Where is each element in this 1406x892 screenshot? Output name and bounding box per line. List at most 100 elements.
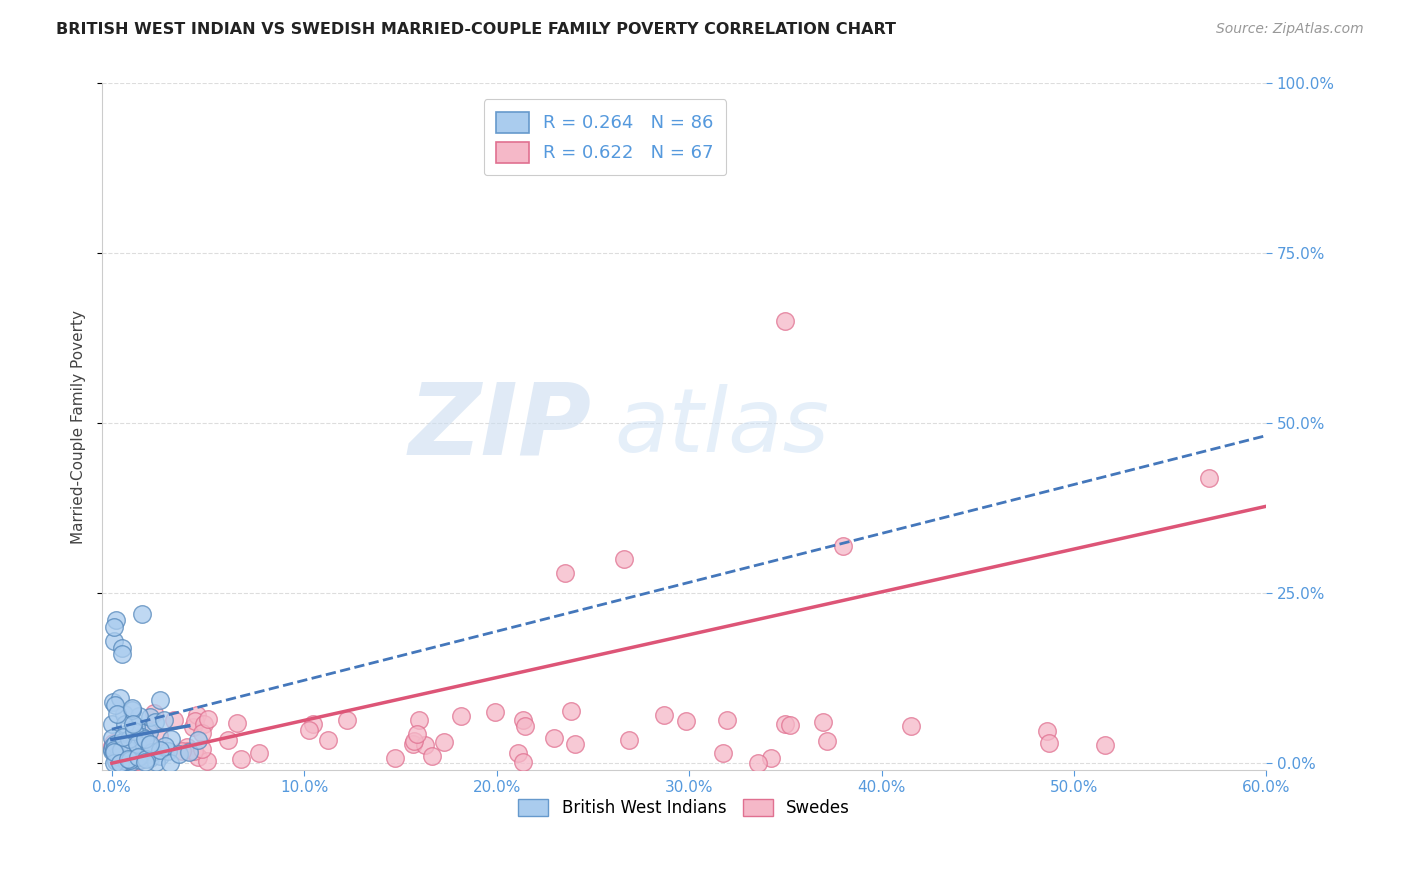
Point	[115, 749, 138, 764]
Point	[108, 736, 131, 750]
Point	[779, 718, 801, 732]
Point	[484, 706, 506, 720]
Point	[110, 640, 132, 655]
Point	[117, 726, 139, 740]
Point	[554, 566, 576, 580]
Point	[225, 715, 247, 730]
Point	[187, 749, 209, 764]
Point	[159, 756, 181, 770]
Point	[336, 713, 359, 727]
Point	[115, 756, 138, 770]
Y-axis label: Married-Couple Family Poverty: Married-Couple Family Poverty	[72, 310, 86, 544]
Point	[193, 717, 215, 731]
Text: Source: ZipAtlas.com: Source: ZipAtlas.com	[1216, 22, 1364, 37]
Point	[114, 716, 136, 731]
Point	[513, 719, 536, 733]
Point	[149, 743, 172, 757]
Point	[139, 745, 162, 759]
Point	[167, 747, 190, 761]
Point	[177, 744, 200, 758]
Point	[105, 755, 128, 769]
Point	[143, 714, 166, 729]
Point	[127, 754, 149, 768]
Point	[108, 741, 131, 756]
Point	[404, 733, 426, 747]
Point	[101, 695, 124, 709]
Text: BRITISH WEST INDIAN VS SWEDISH MARRIED-COUPLE FAMILY POVERTY CORRELATION CHART: BRITISH WEST INDIAN VS SWEDISH MARRIED-C…	[56, 22, 896, 37]
Point	[101, 731, 124, 745]
Point	[112, 747, 135, 762]
Point	[101, 717, 124, 731]
Point	[217, 733, 239, 747]
Point	[181, 720, 204, 734]
Point	[101, 744, 124, 758]
Point	[813, 715, 835, 730]
Point	[815, 733, 838, 747]
Point	[149, 749, 172, 764]
Point	[415, 739, 437, 753]
Point	[301, 717, 323, 731]
Point	[139, 737, 162, 751]
Point	[141, 745, 163, 759]
Point	[145, 755, 167, 769]
Point	[131, 607, 153, 621]
Point	[134, 732, 156, 747]
Point	[1038, 736, 1060, 750]
Point	[135, 723, 157, 737]
Point	[155, 739, 177, 753]
Point	[832, 539, 855, 553]
Point	[153, 713, 176, 727]
Point	[120, 747, 142, 762]
Point	[128, 752, 150, 766]
Point	[127, 749, 149, 764]
Point	[405, 727, 427, 741]
Point	[103, 756, 125, 770]
Point	[560, 704, 582, 718]
Point	[775, 314, 797, 328]
Point	[103, 742, 125, 756]
Point	[125, 737, 148, 751]
Point	[120, 753, 142, 767]
Point	[1198, 471, 1220, 485]
Point	[711, 746, 734, 760]
Point	[138, 738, 160, 752]
Point	[134, 755, 156, 769]
Point	[508, 746, 530, 760]
Point	[384, 750, 406, 764]
Point	[105, 707, 128, 722]
Point	[197, 712, 219, 726]
Point	[652, 707, 675, 722]
Point	[433, 735, 456, 749]
Point	[139, 751, 162, 765]
Point	[184, 714, 207, 728]
Point	[115, 742, 138, 756]
Point	[103, 736, 125, 750]
Point	[111, 730, 134, 744]
Point	[124, 721, 146, 735]
Point	[678, 151, 700, 165]
Point	[128, 709, 150, 723]
Point	[108, 756, 131, 770]
Point	[104, 754, 127, 768]
Point	[121, 701, 143, 715]
Point	[135, 752, 157, 766]
Point	[408, 713, 430, 727]
Point	[122, 717, 145, 731]
Point	[112, 752, 135, 766]
Point	[117, 752, 139, 766]
Point	[512, 755, 534, 769]
Point	[564, 737, 586, 751]
Point	[512, 713, 534, 727]
Point	[115, 741, 138, 756]
Point	[176, 739, 198, 754]
Point	[112, 748, 135, 763]
Point	[103, 739, 125, 753]
Point	[247, 746, 270, 760]
Point	[101, 741, 124, 756]
Point	[160, 732, 183, 747]
Point	[157, 744, 180, 758]
Text: atlas: atlas	[614, 384, 830, 470]
Point	[138, 747, 160, 761]
Point	[183, 744, 205, 758]
Point	[148, 729, 170, 743]
